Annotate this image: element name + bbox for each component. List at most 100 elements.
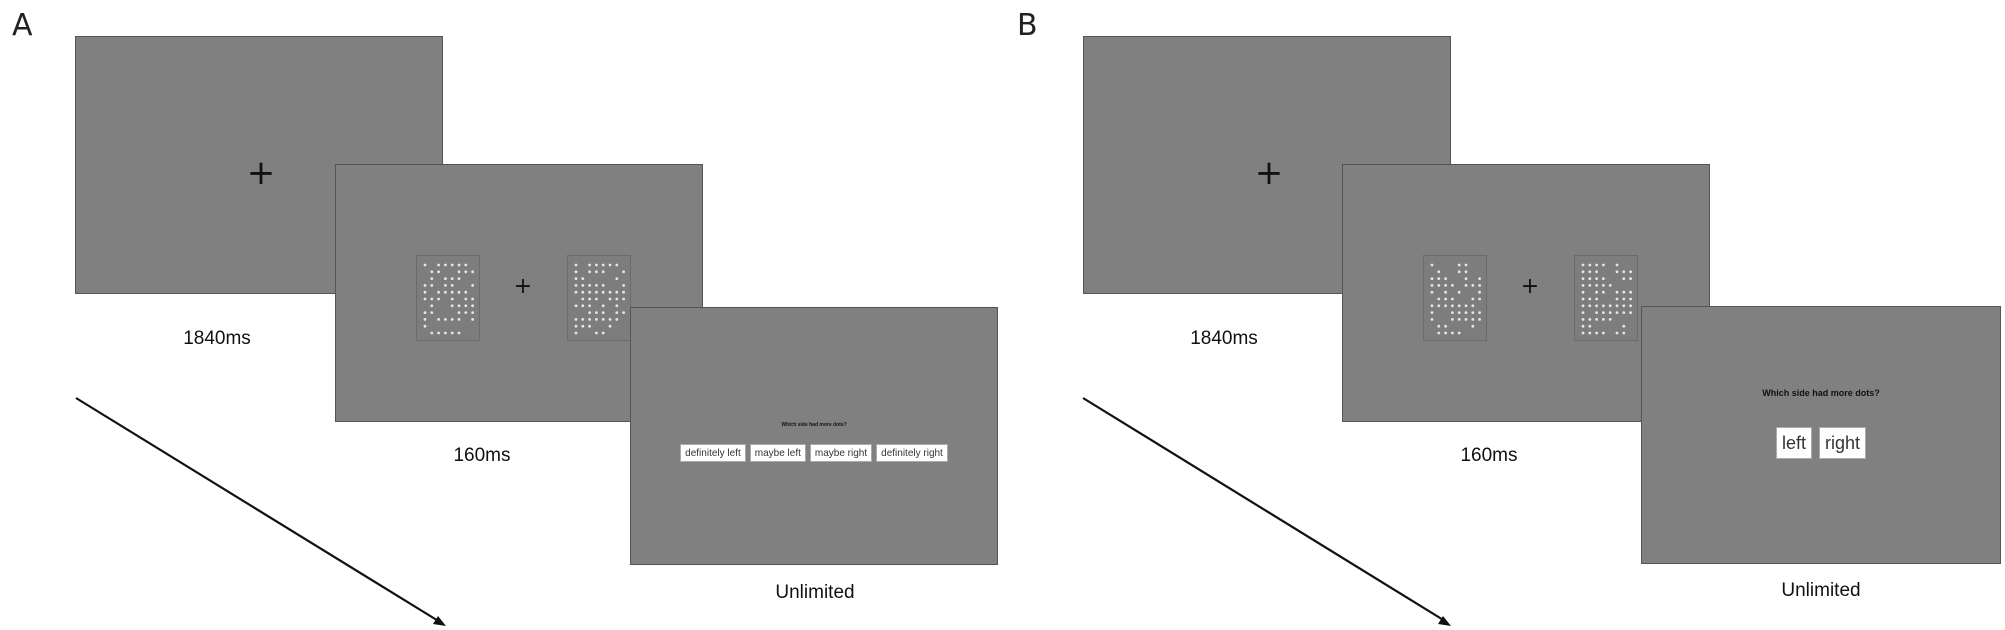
maybe-right-button[interactable]: maybe right: [809, 444, 873, 462]
dot: [464, 270, 468, 274]
dot: [1629, 311, 1632, 314]
dot: [1629, 304, 1632, 308]
dot: [444, 263, 447, 267]
dot: [471, 297, 474, 301]
dot: [1444, 304, 1447, 308]
dot: [437, 331, 440, 335]
dot: [1608, 304, 1612, 308]
dot: [1602, 311, 1605, 314]
dot: [601, 284, 605, 287]
dot: [1588, 331, 1592, 335]
dot: [464, 311, 468, 314]
dot: [622, 311, 625, 314]
dot: [430, 297, 434, 301]
dot: [601, 331, 605, 335]
dot: [1471, 284, 1475, 287]
dot: [1602, 318, 1605, 321]
left-button[interactable]: left: [1775, 427, 1812, 459]
dot: [1588, 284, 1592, 287]
dot: [574, 263, 578, 267]
dot: [1478, 297, 1481, 301]
dot: [601, 290, 605, 294]
left-dot-array: [416, 255, 480, 341]
dot: [1581, 263, 1585, 267]
dot: [430, 284, 434, 287]
dot: [1451, 297, 1454, 301]
dot: [622, 284, 625, 287]
dot: [1588, 277, 1592, 280]
time-arrow-line: [75, 397, 441, 623]
dot: [430, 331, 434, 335]
dot: [588, 297, 591, 301]
dot: [1622, 297, 1626, 301]
dot: [1464, 304, 1468, 308]
dot: [471, 304, 474, 308]
dot: [1451, 304, 1454, 308]
dot: [1595, 304, 1598, 308]
dot: [601, 263, 605, 267]
dot: [1464, 284, 1468, 287]
dot: [1457, 290, 1461, 294]
dot: [1595, 284, 1598, 287]
dot: [1437, 270, 1441, 274]
dot: [1602, 284, 1605, 287]
panel-a: A + 1840ms + 160ms Which side had more d…: [0, 0, 1000, 630]
dot: [1588, 263, 1592, 267]
dot: [471, 270, 474, 274]
dot: [423, 318, 427, 321]
dot: [444, 318, 447, 321]
definitely-left-button[interactable]: definitely left: [680, 444, 746, 462]
dot: [1622, 311, 1626, 314]
dot: [1451, 318, 1454, 321]
dot: [608, 324, 612, 328]
right-button[interactable]: right: [1819, 427, 1867, 459]
dot: [1430, 311, 1434, 314]
dot: [615, 311, 619, 314]
dot: [574, 277, 578, 280]
dot: [588, 270, 591, 274]
dot: [615, 263, 619, 267]
dot: [601, 318, 605, 321]
dot: [1478, 284, 1481, 287]
dot: [1437, 297, 1441, 301]
dot: [423, 284, 427, 287]
dot: [588, 311, 591, 314]
time-arrow: [1082, 397, 1451, 626]
dot: [1615, 263, 1619, 267]
dot: [1444, 297, 1447, 301]
dot: [588, 284, 591, 287]
dot: [581, 324, 585, 328]
dot: [595, 263, 598, 267]
response-duration: Unlimited: [775, 582, 855, 603]
maybe-left-button[interactable]: maybe left: [749, 444, 806, 462]
right-dot-array: [1574, 255, 1638, 341]
dot: [471, 284, 474, 287]
dot: [1622, 277, 1626, 280]
dot: [1437, 304, 1441, 308]
dot: [1471, 304, 1475, 308]
dot: [464, 297, 468, 301]
dot: [615, 297, 619, 301]
dot-array-graphic: [1430, 263, 1481, 335]
dot: [1437, 324, 1441, 328]
dot: [1444, 324, 1447, 328]
dot: [1478, 277, 1481, 280]
dot: [608, 318, 612, 321]
dot: [1588, 270, 1592, 274]
dot: [1615, 311, 1619, 314]
dot: [1595, 297, 1598, 301]
definitely-right-button[interactable]: definitely right: [876, 444, 948, 462]
dot: [444, 290, 447, 294]
right-dot-array: [567, 255, 631, 341]
dot: [450, 284, 454, 287]
dot: [1451, 331, 1454, 335]
dot: [1437, 284, 1441, 287]
fixation-duration: 1840ms: [1190, 328, 1258, 349]
dot: [423, 324, 427, 328]
dot: [1471, 324, 1475, 328]
dot: [588, 263, 591, 267]
dot: [615, 318, 619, 321]
fixation-cross: +: [1254, 153, 1284, 193]
dot-array-graphic: [1581, 263, 1632, 335]
response-screen: Which side had more dots? definitely lef…: [630, 307, 998, 565]
